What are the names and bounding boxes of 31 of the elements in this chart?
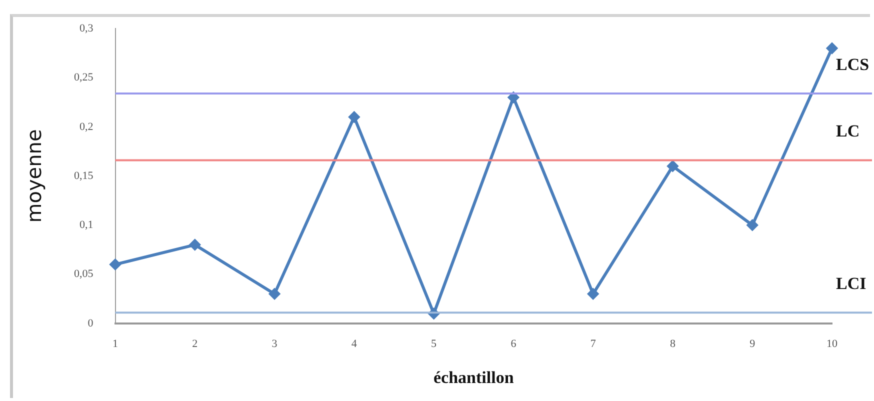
y-tick-label: 0,05 [74, 268, 94, 280]
point [348, 112, 360, 123]
ref-line-label: LCS [836, 54, 870, 74]
point [110, 258, 121, 270]
point [667, 160, 678, 172]
ref-line-label: LCI [836, 274, 867, 293]
y-axis-title: moyenne [22, 129, 46, 223]
point [189, 239, 200, 250]
x-tick-label: 5 [431, 338, 438, 350]
point [588, 288, 599, 300]
y-tick-label: 0,3 [80, 22, 94, 34]
x-tick-label: 2 [192, 338, 198, 350]
y-tick-label: 0,25 [74, 72, 94, 84]
x-tick-label: 4 [351, 338, 358, 350]
point [269, 288, 280, 300]
y-tick-label: 0,2 [80, 120, 94, 133]
point [746, 220, 758, 231]
point [826, 42, 838, 54]
x-tick-label: 1 [112, 338, 118, 350]
x-tick-label: 7 [590, 338, 596, 350]
x-axis-title: échantillon [433, 368, 514, 388]
x-tick-label: 8 [670, 338, 676, 350]
y-tick-label: 0,1 [80, 219, 94, 232]
y-tick-label: 0 [88, 317, 94, 330]
x-tick-label: 9 [750, 338, 756, 350]
x-tick-label: 10 [826, 338, 838, 350]
x-tick-label: 3 [272, 338, 278, 350]
y-tick-label: 0,15 [74, 170, 94, 182]
x-tick-label: 6 [510, 338, 517, 350]
point [508, 92, 519, 103]
ref-line-label: LC [836, 122, 860, 141]
